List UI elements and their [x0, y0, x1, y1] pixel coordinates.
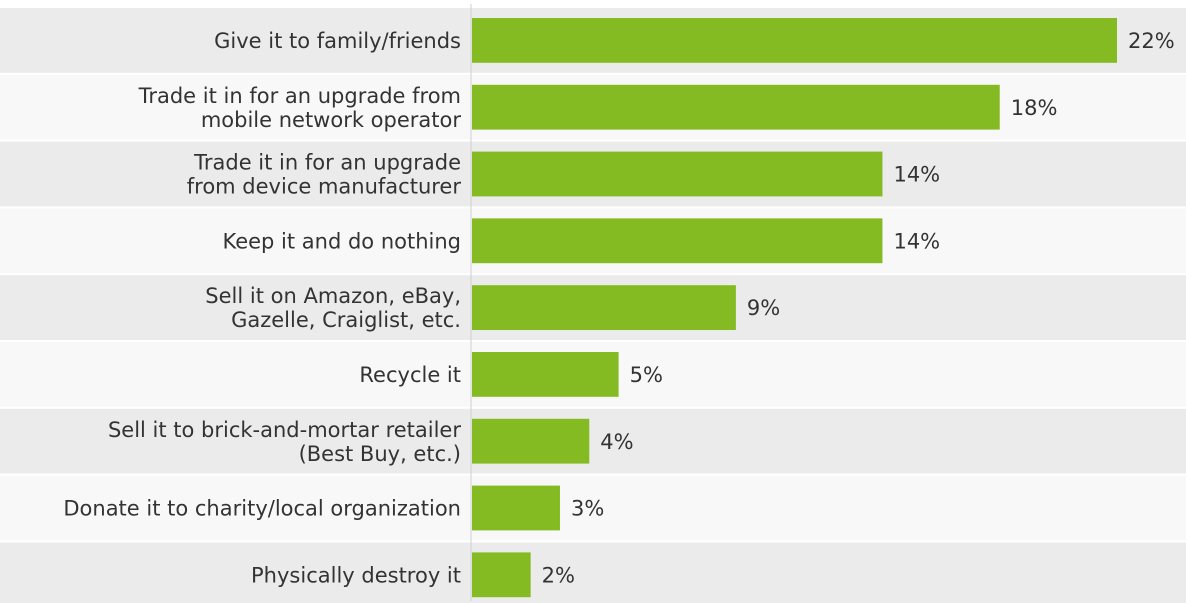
value-label: 2% — [542, 563, 575, 587]
value-label: 9% — [747, 296, 780, 320]
row-background — [0, 542, 1186, 603]
category-label: Physically destroy it — [251, 563, 461, 587]
category-label: (Best Buy, etc.) — [299, 442, 461, 466]
bar — [472, 218, 883, 264]
category-labels-group: Give it to family/friends Trade it in for… — [63, 29, 461, 587]
value-label: 18% — [1011, 96, 1058, 120]
bar — [472, 151, 883, 197]
value-label: 14% — [893, 163, 940, 187]
bar — [472, 418, 590, 464]
value-label: 22% — [1128, 29, 1175, 53]
category-label: from device manufacturer — [187, 175, 462, 199]
category-label: Trade it in for an upgrade — [193, 151, 461, 175]
category-label: Keep it and do nothing — [222, 229, 461, 253]
bar — [472, 285, 736, 330]
bar — [472, 352, 619, 397]
category-label: Gazelle, Craiglist, etc. — [231, 308, 461, 332]
value-label: 5% — [630, 363, 663, 387]
bar — [472, 84, 1000, 130]
category-label: mobile network operator — [201, 108, 462, 132]
bar — [472, 485, 560, 531]
bar — [472, 18, 1117, 63]
bars-group — [472, 18, 1117, 598]
category-label: Sell it on Amazon, eBay, — [205, 284, 461, 308]
category-label: Recycle it — [359, 363, 461, 387]
bar — [472, 552, 531, 598]
value-label: 4% — [600, 430, 633, 454]
category-label: Give it to family/friends — [214, 29, 461, 53]
value-label: 3% — [571, 497, 604, 521]
row-background — [0, 408, 1186, 474]
value-labels-group: 22% 18% 14% 14% 9% 5% 4% 3% 2% — [542, 29, 1175, 587]
category-label: Donate it to charity/local organization — [63, 497, 461, 521]
value-label: 14% — [893, 229, 940, 253]
row-background — [0, 475, 1186, 541]
category-label: Trade it in for an upgrade from — [138, 84, 461, 108]
category-label: Sell it to brick-and-mortar retailer — [108, 418, 461, 442]
